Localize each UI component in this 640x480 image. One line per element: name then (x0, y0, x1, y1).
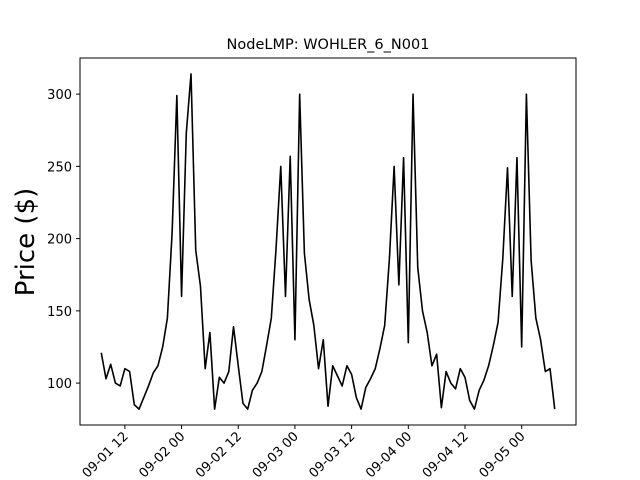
chart-title: NodeLMP: WOHLER_6_N001 (227, 37, 430, 53)
axes-frame (79, 57, 577, 426)
y-tick-label: 100 (47, 377, 72, 392)
series-line (100, 73, 556, 410)
y-tick-label: 300 (47, 88, 72, 103)
y-tick-label: 200 (47, 233, 72, 248)
y-tick-label: 150 (47, 305, 72, 320)
y-tick-label: 250 (47, 160, 72, 175)
y-axis-label: Price ($) (11, 188, 41, 297)
